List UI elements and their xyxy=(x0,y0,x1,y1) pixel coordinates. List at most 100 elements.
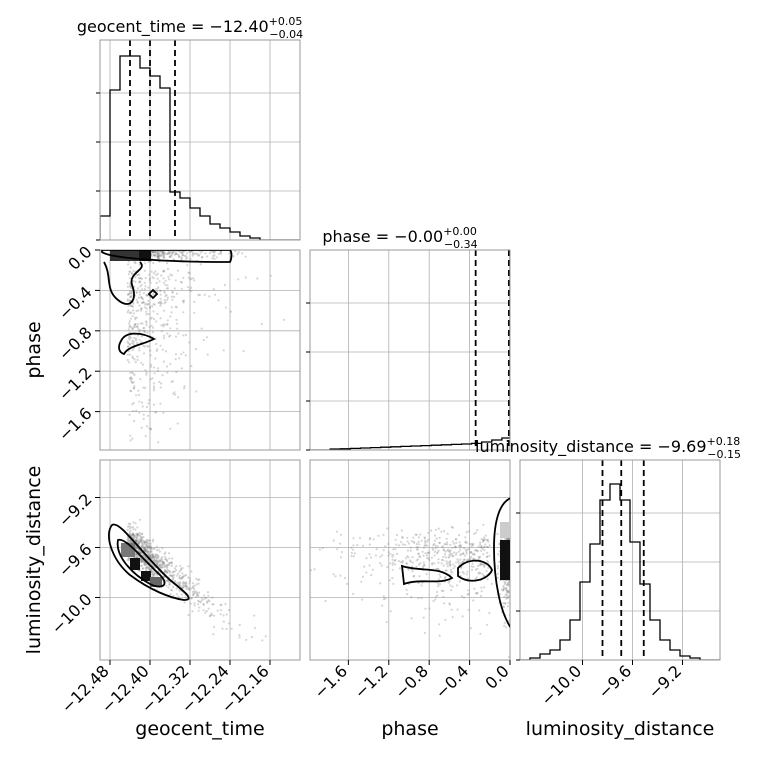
scatter-point xyxy=(147,260,150,263)
scatter-point xyxy=(154,560,157,563)
scatter-point xyxy=(155,342,158,346)
scatter-point xyxy=(324,599,327,603)
scatter-point xyxy=(144,566,147,569)
scatter-point xyxy=(153,254,156,257)
scatter-point xyxy=(471,557,475,561)
scatter-point xyxy=(161,348,164,351)
scatter-point xyxy=(134,539,137,542)
scatter-point xyxy=(418,543,421,546)
scatter-point xyxy=(145,544,148,547)
scatter-point xyxy=(135,337,138,340)
scatter-point xyxy=(419,562,422,565)
scatter-point xyxy=(133,337,136,340)
scatter-point xyxy=(473,587,476,590)
scatter-point xyxy=(153,565,156,568)
scatter-point xyxy=(149,378,152,381)
scatter-point xyxy=(412,540,415,543)
scatter-point xyxy=(164,570,167,573)
scatter-point xyxy=(142,300,145,303)
scatter-point xyxy=(475,549,478,552)
scatter-point xyxy=(147,567,150,570)
scatter-point xyxy=(185,471,187,473)
scatter-point xyxy=(135,539,138,543)
scatter-point xyxy=(183,574,186,577)
scatter-point xyxy=(171,380,174,383)
contour-2sigma xyxy=(457,559,493,582)
scatter-point xyxy=(269,274,272,277)
scatter-point xyxy=(418,555,421,558)
scatter-point xyxy=(129,522,132,526)
scatter-point xyxy=(173,579,177,582)
scatter-point xyxy=(407,556,410,559)
scatter-panel-geocent_time-phase xyxy=(99,249,301,473)
scatter-point xyxy=(432,600,435,603)
scatter-point xyxy=(141,537,144,540)
scatter-point xyxy=(161,251,164,254)
scatter-point xyxy=(139,540,142,543)
scatter-point xyxy=(261,639,264,642)
scatter-point xyxy=(464,540,467,544)
scatter-point xyxy=(198,578,201,581)
scatter-point xyxy=(166,332,169,335)
scatter-point xyxy=(148,546,151,549)
scatter-point xyxy=(151,573,154,576)
scatter-point xyxy=(127,557,130,560)
scatter-point xyxy=(132,528,135,531)
scatter-point xyxy=(153,574,156,577)
scatter-point xyxy=(171,298,174,301)
scatter-point xyxy=(440,589,443,593)
scatter-point xyxy=(138,541,141,545)
scatter-point xyxy=(202,598,205,601)
scatter-point xyxy=(135,316,138,319)
scatter-point xyxy=(369,556,372,559)
scatter-point xyxy=(174,252,177,255)
scatter-point xyxy=(175,371,178,374)
scatter-point xyxy=(135,394,138,397)
scatter-point xyxy=(172,594,175,598)
scatter-point xyxy=(162,254,165,257)
scatter-point xyxy=(145,569,148,572)
scatter-point xyxy=(128,299,131,302)
scatter-point xyxy=(389,553,392,556)
scatter-point xyxy=(225,613,228,616)
scatter-point xyxy=(168,563,171,567)
scatter-point xyxy=(212,633,215,636)
scatter-point xyxy=(166,252,169,256)
scatter-point xyxy=(127,304,130,308)
scatter-point xyxy=(444,575,447,579)
scatter-point xyxy=(153,559,156,562)
scatter-point xyxy=(199,263,202,266)
scatter-point xyxy=(155,553,158,556)
scatter-point xyxy=(502,587,506,591)
scatter-point xyxy=(126,340,129,343)
scatter-point xyxy=(421,550,424,553)
scatter-point xyxy=(129,529,132,532)
scatter-point xyxy=(144,555,147,558)
scatter-point xyxy=(151,564,154,567)
scatter-point xyxy=(217,252,220,255)
scatter-point xyxy=(153,573,156,576)
scatter-point xyxy=(450,570,453,573)
scatter-point xyxy=(135,298,138,301)
scatter-point xyxy=(334,575,337,578)
scatter-point xyxy=(140,540,143,543)
y-tick-label: 0.0 xyxy=(64,242,95,273)
scatter-point xyxy=(505,591,508,594)
scatter-point xyxy=(202,338,205,342)
scatter-point xyxy=(184,582,187,585)
scatter-point xyxy=(157,554,160,557)
scatter-point xyxy=(464,554,467,557)
scatter-point xyxy=(458,534,461,537)
scatter-point xyxy=(451,546,454,549)
scatter-point xyxy=(466,570,469,573)
scatter-point xyxy=(181,251,184,254)
scatter-point xyxy=(368,536,372,540)
scatter-point xyxy=(184,333,187,337)
scatter-point xyxy=(487,540,490,543)
scatter-point xyxy=(140,545,143,548)
scatter-point xyxy=(176,422,179,425)
scatter-point xyxy=(264,635,267,638)
scatter-point xyxy=(136,322,139,325)
scatter-point xyxy=(140,551,143,554)
scatter-point xyxy=(208,615,211,618)
